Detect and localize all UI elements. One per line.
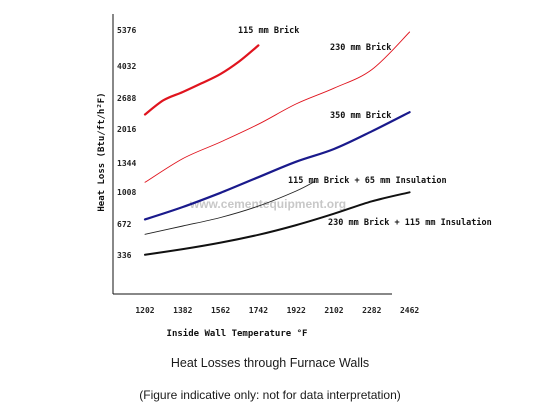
y-axis-label: Heat Loss (Btu/ft/h²F) <box>97 92 107 211</box>
series-line-350mm-brick <box>143 111 411 221</box>
series-label-230mm-brick-115mm-insulation: 230 mm Brick + 115 mm Insulation <box>328 217 492 228</box>
x-tick-label: 1202 <box>135 306 154 315</box>
series-line-115mm-brick-65mm-insulation <box>144 181 316 235</box>
y-tick-label: 672 <box>117 220 132 229</box>
y-tick-label: 1008 <box>117 188 136 197</box>
y-tick-label: 336 <box>117 251 132 260</box>
x-tick-label: 1382 <box>173 306 192 315</box>
x-tick-label: 1742 <box>249 306 268 315</box>
series-label-115mm-brick-65mm-insulation: 115 mm Brick + 65 mm Insulation <box>288 175 447 186</box>
x-tick-label: 1562 <box>211 306 230 315</box>
axes <box>112 14 392 295</box>
y-tick-label: 1344 <box>117 159 136 168</box>
y-tick-label: 5376 <box>117 26 136 35</box>
chart-title: Heat Losses through Furnace Walls <box>170 356 370 370</box>
x-tick-label: 2102 <box>324 306 343 315</box>
series-labels: 115 mm Brick 230 mm Brick 350 mm Brick 115 … <box>238 25 492 228</box>
x-tick-label: 2462 <box>400 306 419 315</box>
series-label-230mm-brick: 230 mm Brick <box>330 42 391 53</box>
y-tick-label: 2016 <box>117 125 136 134</box>
series-label-115mm-brick: 115 mm Brick <box>238 25 299 36</box>
watermark: www.cementequipment.org <box>189 197 346 211</box>
x-tick-labels: 1202 1382 1562 1742 1922 2102 2282 2462 <box>135 306 419 315</box>
series-line-230mm-brick-115mm-insulation <box>144 191 411 256</box>
series-lines <box>143 31 411 256</box>
series-line-230mm-brick <box>144 31 411 183</box>
x-tick-label: 2282 <box>362 306 381 315</box>
y-tick-label: 2688 <box>117 94 136 103</box>
y-tick-labels: 336 672 1008 1344 2016 2688 4032 5376 <box>117 26 136 260</box>
chart-note: (Figure indicative only: not for data in… <box>139 388 401 402</box>
x-axis-label: Inside Wall Temperature °F <box>167 328 308 339</box>
series-line-115mm-brick <box>143 44 260 116</box>
y-tick-label: 4032 <box>117 62 136 71</box>
x-tick-label: 1922 <box>287 306 306 315</box>
series-label-350mm-brick: 350 mm Brick <box>330 110 391 121</box>
